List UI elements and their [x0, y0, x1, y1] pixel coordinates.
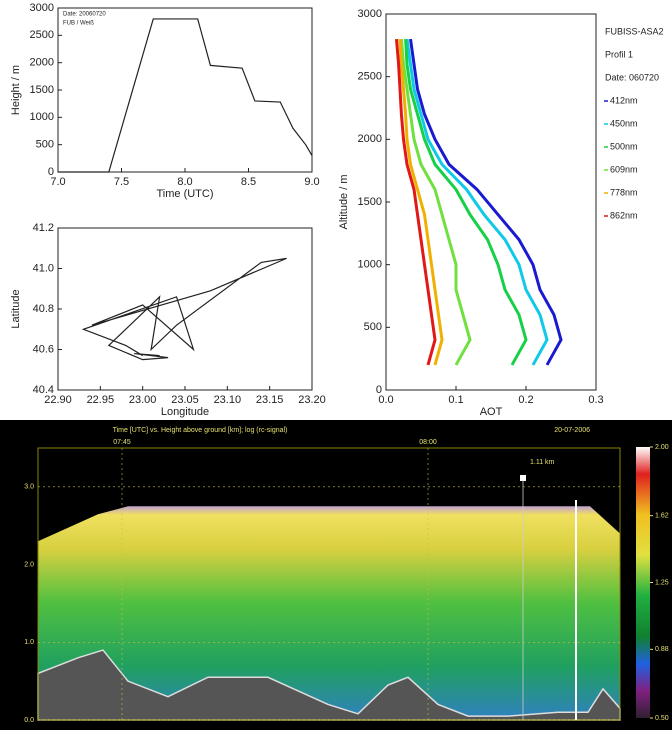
- colorbar-label: 2.00: [655, 444, 669, 451]
- y-tick-label: 2500: [30, 29, 54, 41]
- y-axis-label: Latitude: [10, 289, 22, 328]
- x-tick-label: 23.20: [298, 394, 326, 406]
- profile-line: [399, 38, 472, 366]
- lidar-date: 20-07-2006: [554, 427, 590, 434]
- plot-frame: [57, 7, 313, 173]
- x-tick-label: 23.10: [214, 394, 242, 406]
- legend-text: FUB / Weiß: [63, 21, 94, 27]
- x-tick-label: 8.5: [241, 176, 256, 188]
- y-tick-label: 40.4: [33, 384, 54, 396]
- data-line: [81, 257, 287, 361]
- plot-frame: [57, 227, 313, 391]
- colorbar-label: 0.50: [655, 715, 669, 722]
- colorbar-label: 1.25: [655, 579, 669, 586]
- y-tick-label: 1500: [358, 196, 382, 208]
- colorbar: [636, 447, 650, 718]
- y-tick-label: 3.0: [24, 484, 34, 491]
- marker-label: 1.11 km: [530, 459, 555, 466]
- profile-line: [405, 38, 549, 366]
- time-label: 07:45: [113, 439, 131, 446]
- aerosol-layer: [38, 506, 620, 720]
- x-axis-label: AOT: [480, 406, 503, 418]
- profile-line: [404, 38, 528, 366]
- profile-line: [395, 38, 437, 366]
- y-tick-label: 3000: [358, 8, 382, 20]
- legend-label: 778nm: [610, 187, 638, 197]
- profile-line: [398, 38, 444, 366]
- legend-heading: Date: 060720: [605, 72, 659, 82]
- x-tick-label: 22.90: [44, 394, 72, 406]
- x-tick-label: 8.0: [177, 176, 192, 188]
- x-tick-label: 0.0: [378, 394, 393, 406]
- x-tick-label: 0.1: [448, 394, 463, 406]
- x-axis-label: Time (UTC): [156, 188, 213, 200]
- profile-line: [409, 38, 563, 366]
- x-tick-label: 7.5: [114, 176, 129, 188]
- y-tick-label: 2.0: [24, 561, 34, 568]
- x-tick-label: 23.00: [129, 394, 157, 406]
- y-tick-label: 500: [36, 139, 54, 151]
- y-tick-label: 0: [376, 384, 382, 396]
- x-tick-label: 23.05: [171, 394, 199, 406]
- x-tick-label: 7.0: [50, 176, 65, 188]
- colorbar-label: 0.88: [655, 646, 669, 653]
- y-tick-label: 41.2: [33, 222, 54, 234]
- x-tick-label: 9.0: [304, 176, 319, 188]
- legend-heading: FUBISS-ASA2: [605, 26, 664, 36]
- y-tick-label: 1500: [30, 84, 54, 96]
- legend-label: 450nm: [610, 118, 638, 128]
- plot-frame: [385, 13, 597, 391]
- data-line: [58, 18, 313, 173]
- y-tick-label: 500: [364, 321, 382, 333]
- y-tick-label: 0: [48, 166, 54, 178]
- y-tick-label: 41.0: [33, 262, 54, 274]
- ground-profile: [37, 649, 621, 721]
- legend-label: 609nm: [610, 164, 638, 174]
- y-tick-label: 3000: [30, 2, 54, 14]
- lidar-title: Time [UTC] vs. Height above ground [km];…: [113, 427, 288, 434]
- y-tick-label: 40.8: [33, 303, 54, 315]
- x-tick-label: 0.2: [518, 394, 533, 406]
- y-tick-label: 2500: [358, 71, 382, 83]
- marker: [520, 475, 526, 481]
- x-axis-label: Longitude: [161, 406, 209, 418]
- y-tick-label: 2000: [30, 57, 54, 69]
- legend-text: Date: 20060720: [63, 12, 106, 18]
- y-tick-label: 1000: [358, 259, 382, 271]
- y-tick-label: 40.6: [33, 343, 54, 355]
- y-axis-label: Height / m: [10, 65, 22, 115]
- legend-label: 500nm: [610, 141, 638, 151]
- y-tick-label: 0.0: [24, 717, 34, 724]
- legend-label: 412nm: [610, 95, 638, 105]
- legend-label: 862nm: [610, 210, 638, 220]
- x-tick-label: 0.3: [588, 394, 603, 406]
- legend-heading: Profil 1: [605, 49, 633, 59]
- x-tick-label: 23.15: [256, 394, 284, 406]
- y-tick-label: 1.0: [24, 639, 34, 646]
- y-tick-label: 1000: [30, 111, 54, 123]
- time-label: 08:00: [419, 439, 437, 446]
- y-tick-label: 2000: [358, 133, 382, 145]
- y-axis-label: Altitude / m: [338, 174, 350, 229]
- x-tick-label: 22.95: [87, 394, 115, 406]
- colorbar-label: 1.62: [655, 512, 669, 519]
